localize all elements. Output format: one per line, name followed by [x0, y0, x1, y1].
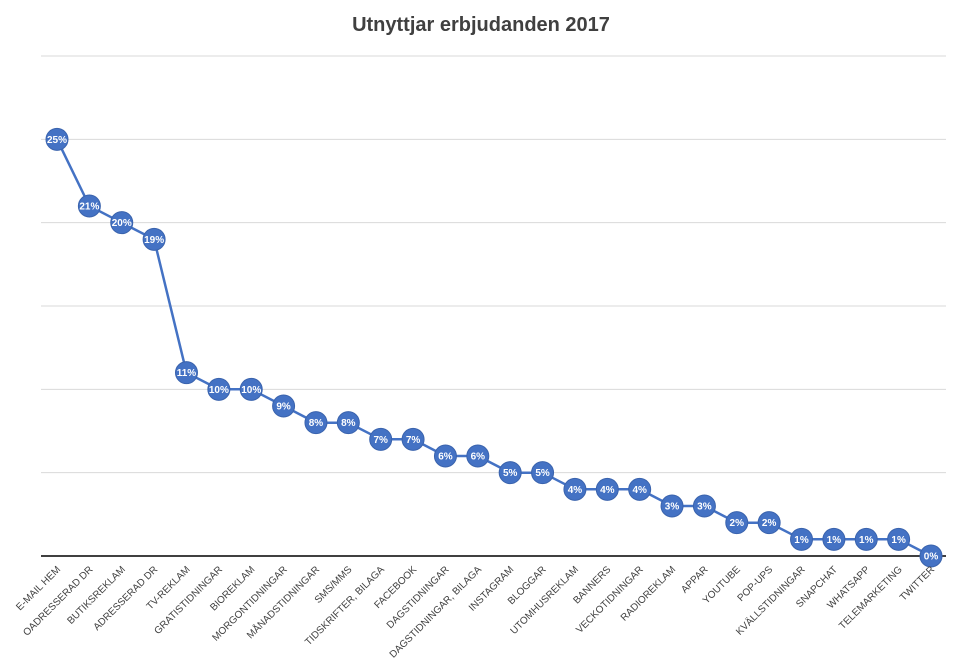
- data-point-12: [401, 427, 425, 451]
- data-label-15: 5%: [503, 468, 518, 479]
- data-point-7: [239, 377, 263, 401]
- x-tick-label-3: BUTIKSREKLAM: [65, 564, 127, 626]
- data-point-21: [692, 494, 716, 518]
- data-point-26: [854, 527, 878, 551]
- data-label-9: 8%: [309, 418, 324, 429]
- data-label-10: 8%: [341, 418, 356, 429]
- data-point-8: [272, 394, 296, 418]
- data-point-25: [822, 527, 846, 551]
- x-tick-label-21: APPAR: [679, 564, 710, 595]
- gridlines: [41, 55, 946, 474]
- data-label-1: 25%: [47, 135, 67, 146]
- data-point-27: [887, 527, 911, 551]
- data-point-6: [207, 377, 231, 401]
- data-point-1: [45, 127, 69, 151]
- data-point-10: [336, 411, 360, 435]
- data-label-2: 21%: [79, 202, 99, 213]
- data-label-25: 1%: [827, 535, 842, 546]
- data-label-13: 6%: [438, 452, 453, 463]
- x-tick-label-27: TELEMARKETING: [837, 564, 905, 632]
- series-line: [55, 138, 932, 558]
- data-point-16: [531, 461, 555, 485]
- data-label-24: 1%: [794, 535, 809, 546]
- data-label-27: 1%: [891, 535, 906, 546]
- data-point-15: [498, 461, 522, 485]
- data-label-18: 4%: [600, 485, 615, 496]
- data-label-12: 7%: [406, 435, 421, 446]
- data-label-17: 4%: [568, 485, 583, 496]
- data-point-18: [595, 477, 619, 501]
- data-label-4: 19%: [144, 235, 164, 246]
- chart-title: Utnyttjar erbjudanden 2017: [352, 14, 610, 36]
- data-label-16: 5%: [535, 468, 550, 479]
- data-label-3: 20%: [112, 218, 132, 229]
- data-label-8: 9%: [276, 402, 291, 413]
- series-line-group: [55, 138, 932, 558]
- data-point-17: [563, 477, 587, 501]
- data-points: [45, 127, 943, 568]
- data-label-28: 0%: [924, 552, 939, 563]
- data-point-9: [304, 411, 328, 435]
- data-point-3: [110, 211, 134, 235]
- data-label-26: 1%: [859, 535, 874, 546]
- data-label-23: 2%: [762, 518, 777, 529]
- data-point-22: [725, 511, 749, 535]
- data-point-28: [919, 544, 943, 568]
- data-label-7: 10%: [241, 385, 261, 396]
- data-point-20: [660, 494, 684, 518]
- data-point-11: [369, 427, 393, 451]
- data-point-24: [790, 527, 814, 551]
- data-label-5: 11%: [177, 368, 197, 379]
- data-label-19: 4%: [632, 485, 647, 496]
- data-point-5: [174, 361, 198, 385]
- data-labels: 25% 21% 20% 19% 11% 10% 10% 9% 8% 8% 7% 7% 6% 6% 5% 5% 4…: [47, 135, 938, 563]
- data-point-2: [77, 194, 101, 218]
- data-label-11: 7%: [373, 435, 388, 446]
- data-point-23: [757, 511, 781, 535]
- data-label-22: 2%: [730, 518, 745, 529]
- data-point-4: [142, 227, 166, 251]
- data-label-6: 10%: [209, 385, 229, 396]
- data-label-14: 6%: [471, 452, 486, 463]
- data-label-20: 3%: [665, 502, 680, 513]
- data-label-21: 3%: [697, 502, 712, 513]
- x-tick-label-28: TWITTER: [898, 564, 937, 603]
- data-point-14: [466, 444, 490, 468]
- data-point-19: [628, 477, 652, 501]
- data-point-13: [433, 444, 457, 468]
